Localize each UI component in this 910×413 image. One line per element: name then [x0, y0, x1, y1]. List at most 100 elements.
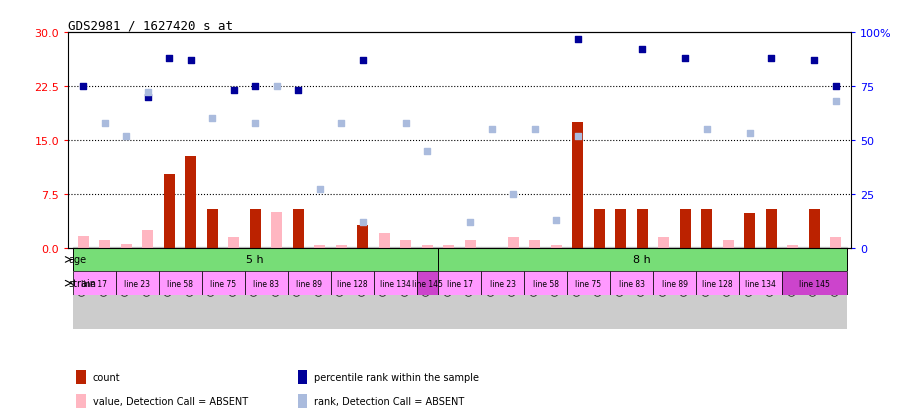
- Bar: [508, 237, 519, 248]
- Text: GDS2981 / 1627420_s_at: GDS2981 / 1627420_s_at: [68, 19, 233, 32]
- Text: line 134: line 134: [745, 279, 776, 288]
- Point: [227, 88, 241, 95]
- Text: line 89: line 89: [662, 279, 688, 288]
- Bar: [723, 241, 733, 248]
- Bar: [502, 248, 524, 330]
- Bar: [594, 209, 604, 248]
- Text: 8 h: 8 h: [633, 255, 652, 265]
- Bar: [524, 248, 546, 330]
- Bar: [228, 237, 239, 248]
- Bar: [481, 248, 502, 330]
- Point: [764, 55, 779, 62]
- Bar: [266, 248, 288, 330]
- Bar: [674, 248, 696, 330]
- Text: line 75: line 75: [575, 279, 602, 288]
- Bar: [207, 209, 217, 248]
- Text: 5 h: 5 h: [247, 255, 264, 265]
- Bar: [99, 241, 110, 248]
- Text: age: age: [68, 255, 86, 265]
- Bar: [637, 209, 648, 248]
- Bar: [121, 244, 132, 248]
- Text: rank, Detection Call = ABSENT: rank, Detection Call = ABSENT: [314, 396, 464, 406]
- Text: line 83: line 83: [253, 279, 279, 288]
- Bar: [659, 237, 669, 248]
- Bar: [422, 245, 432, 248]
- Text: line 23: line 23: [490, 279, 516, 288]
- Text: line 58: line 58: [167, 279, 193, 288]
- Bar: [782, 272, 846, 295]
- Bar: [352, 248, 373, 330]
- Bar: [379, 234, 389, 248]
- Bar: [438, 248, 460, 330]
- Point: [205, 116, 219, 122]
- Bar: [186, 156, 197, 248]
- Bar: [400, 241, 411, 248]
- Point: [312, 187, 327, 193]
- Bar: [158, 248, 180, 330]
- Bar: [761, 248, 782, 330]
- Bar: [787, 245, 798, 248]
- Bar: [76, 370, 86, 384]
- Bar: [809, 209, 820, 248]
- Bar: [465, 241, 476, 248]
- Bar: [201, 248, 223, 330]
- Bar: [443, 245, 454, 248]
- Bar: [78, 237, 88, 248]
- Bar: [551, 245, 561, 248]
- Text: line 17: line 17: [447, 279, 472, 288]
- Bar: [330, 248, 352, 330]
- Bar: [702, 209, 713, 248]
- Bar: [250, 209, 260, 248]
- Bar: [481, 272, 524, 295]
- Point: [828, 99, 843, 105]
- Point: [463, 219, 478, 225]
- Bar: [589, 248, 610, 330]
- Bar: [201, 272, 245, 295]
- Text: value, Detection Call = ABSENT: value, Detection Call = ABSENT: [93, 396, 248, 406]
- Bar: [825, 248, 846, 330]
- Text: line 17: line 17: [81, 279, 107, 288]
- Point: [506, 191, 521, 197]
- Bar: [76, 394, 86, 408]
- Point: [807, 58, 822, 64]
- Bar: [158, 272, 201, 295]
- Bar: [94, 248, 116, 330]
- Bar: [245, 272, 288, 295]
- Text: line 23: line 23: [124, 279, 150, 288]
- Point: [571, 36, 585, 43]
- Bar: [567, 248, 589, 330]
- Point: [269, 83, 284, 90]
- Bar: [417, 248, 438, 330]
- Point: [184, 58, 198, 64]
- Bar: [143, 230, 153, 248]
- Point: [549, 217, 563, 223]
- Point: [140, 90, 155, 97]
- Bar: [653, 272, 696, 295]
- Text: strain: strain: [68, 278, 96, 288]
- Point: [248, 83, 263, 90]
- Point: [528, 126, 542, 133]
- Text: line 128: line 128: [337, 279, 368, 288]
- Point: [334, 120, 349, 127]
- Text: line 58: line 58: [532, 279, 559, 288]
- Bar: [315, 246, 325, 248]
- Bar: [438, 272, 481, 295]
- Point: [571, 133, 585, 140]
- Text: line 145: line 145: [799, 279, 830, 288]
- Text: count: count: [93, 372, 120, 382]
- Bar: [298, 394, 308, 408]
- Point: [248, 120, 263, 127]
- Bar: [632, 248, 653, 330]
- Point: [162, 55, 177, 62]
- Bar: [766, 209, 776, 248]
- Bar: [718, 248, 739, 330]
- Text: line 83: line 83: [619, 279, 644, 288]
- Bar: [782, 248, 804, 330]
- Bar: [223, 248, 245, 330]
- Point: [678, 55, 693, 62]
- Bar: [615, 209, 626, 248]
- Bar: [293, 209, 304, 248]
- Bar: [330, 272, 373, 295]
- Bar: [137, 248, 158, 330]
- Text: line 89: line 89: [296, 279, 322, 288]
